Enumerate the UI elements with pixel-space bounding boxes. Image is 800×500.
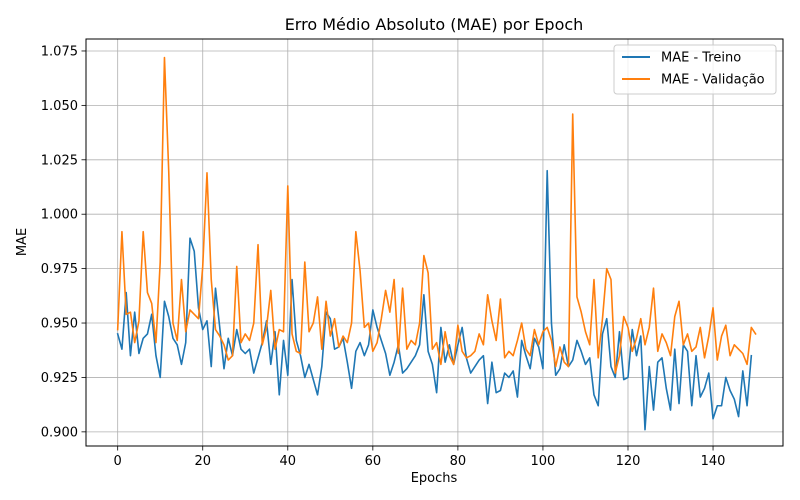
x-tick-label: 0 [114,454,122,469]
legend-label-validacao: MAE - Validação [661,73,765,88]
legend-box [613,44,777,95]
y-axis-label: MAE [15,228,30,256]
chart-title: Erro Médio Absoluto (MAE) por Epoch [285,15,584,34]
x-tick-label: 100 [531,454,556,469]
y-tick-label: 1.050 [41,99,78,114]
y-tick-label: 1.000 [41,208,78,223]
series-line-validacao [116,56,757,374]
x-tick-label: 80 [450,454,467,469]
x-tick-label: 20 [194,454,211,469]
x-tick-label: 40 [280,454,297,469]
x-tick-label: 120 [616,454,641,469]
y-tick-label: 0.925 [41,371,78,386]
plot-frame [85,38,784,447]
axis-ticks: 0 20 40 60 80 100 120 140 0.900 0.925 0.950 0.975 1.… [41,44,726,469]
x-tick-label: 140 [701,454,726,469]
legend: MAE - Treino MAE - Validação [613,44,777,95]
y-tick-label: 1.075 [41,44,78,59]
y-tick-label: 0.950 [41,317,78,332]
legend-label-treino: MAE - Treino [661,51,741,66]
series-line-treino [116,169,753,431]
x-tick-label: 60 [365,454,382,469]
x-axis-label: Epochs [411,471,458,486]
y-tick-label: 0.900 [41,425,78,440]
series-layer [116,56,757,431]
y-tick-label: 0.975 [41,262,78,277]
y-tick-label: 1.025 [41,153,78,168]
